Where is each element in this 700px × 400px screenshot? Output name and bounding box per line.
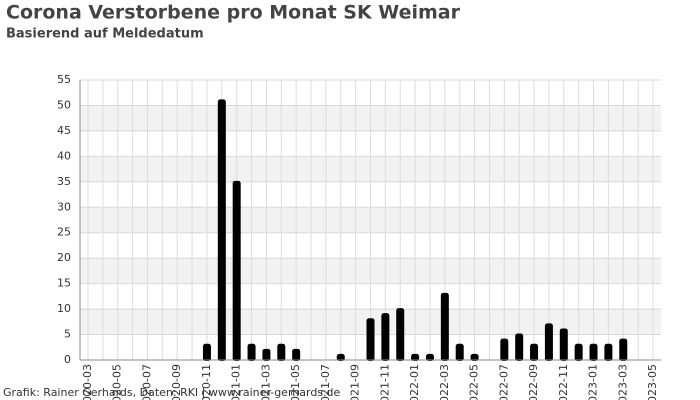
y-tick-label: 20 bbox=[57, 251, 71, 264]
y-tick-label: 35 bbox=[57, 175, 71, 188]
bar bbox=[544, 323, 553, 362]
y-tick-label: 55 bbox=[57, 73, 71, 86]
x-tick-label: 2020-11 bbox=[200, 364, 213, 400]
y-tick-label: 0 bbox=[64, 353, 71, 366]
x-tick-label: 2021-11 bbox=[378, 364, 391, 400]
x-tick-label: 2021-03 bbox=[259, 364, 272, 400]
bar bbox=[262, 348, 271, 361]
bar bbox=[217, 99, 226, 361]
y-tick-label: 40 bbox=[57, 149, 71, 162]
bar bbox=[470, 353, 479, 361]
x-tick-label: 2021-01 bbox=[230, 364, 243, 400]
bar bbox=[336, 353, 345, 361]
bar bbox=[411, 353, 420, 361]
chart-title: Corona Verstorbene pro Monat SK Weimar bbox=[6, 2, 461, 24]
y-tick-label: 15 bbox=[57, 277, 71, 290]
y-tick-label: 50 bbox=[57, 98, 71, 111]
x-tick-label: 2022-01 bbox=[408, 364, 421, 400]
y-tick-label: 30 bbox=[57, 200, 71, 213]
bar bbox=[604, 343, 613, 361]
x-tick-label: 2021-07 bbox=[319, 364, 332, 400]
chart-subtitle: Basierend auf Meldedatum bbox=[6, 27, 204, 42]
bar bbox=[530, 343, 539, 361]
footer: Grafik: Rainer Gerhards, Daten: RKI | ww… bbox=[3, 386, 341, 399]
y-tick-label: 25 bbox=[57, 226, 71, 239]
y-tick-label: 10 bbox=[57, 302, 71, 315]
bar bbox=[292, 348, 301, 361]
x-tick-label: 2023-01 bbox=[587, 364, 600, 400]
bar bbox=[589, 343, 598, 361]
bar bbox=[559, 328, 568, 362]
bar bbox=[440, 292, 449, 361]
bar bbox=[455, 343, 464, 361]
x-tick-label: 2021-05 bbox=[289, 364, 302, 400]
x-tick-label: 2022-03 bbox=[438, 364, 451, 400]
bar bbox=[619, 338, 628, 361]
x-tick-label: 2021-09 bbox=[349, 364, 362, 400]
x-tick-label: 2022-09 bbox=[527, 364, 540, 400]
x-tick-label: 2020-07 bbox=[140, 364, 153, 400]
x-tick-label: 2023-03 bbox=[616, 364, 629, 400]
x-tick-label: 2020-05 bbox=[111, 364, 124, 400]
y-tick-label: 5 bbox=[64, 328, 71, 341]
x-tick-label: 2022-07 bbox=[497, 364, 510, 400]
bar bbox=[277, 343, 286, 361]
x-tick-label: 2020-03 bbox=[81, 364, 94, 400]
bar bbox=[515, 333, 524, 361]
bar bbox=[202, 343, 211, 361]
x-tick-label: 2022-05 bbox=[468, 364, 481, 400]
x-tick-label: 2023-05 bbox=[646, 364, 659, 400]
bar bbox=[396, 308, 405, 362]
bar bbox=[366, 318, 375, 362]
bar bbox=[500, 338, 509, 361]
bar bbox=[425, 353, 434, 361]
y-tick-label: 45 bbox=[57, 124, 71, 137]
x-tick-label: 2022-11 bbox=[557, 364, 570, 400]
bar bbox=[247, 343, 256, 361]
bar bbox=[381, 313, 390, 362]
bar bbox=[232, 180, 241, 361]
bar bbox=[574, 343, 583, 361]
x-tick-label: 2020-09 bbox=[170, 364, 183, 400]
